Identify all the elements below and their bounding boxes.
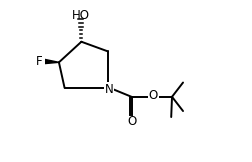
Text: F: F	[36, 55, 43, 68]
Text: O: O	[149, 89, 158, 102]
Text: HO: HO	[72, 9, 89, 22]
Text: O: O	[127, 115, 136, 128]
Polygon shape	[45, 59, 59, 64]
Text: N: N	[105, 83, 113, 96]
